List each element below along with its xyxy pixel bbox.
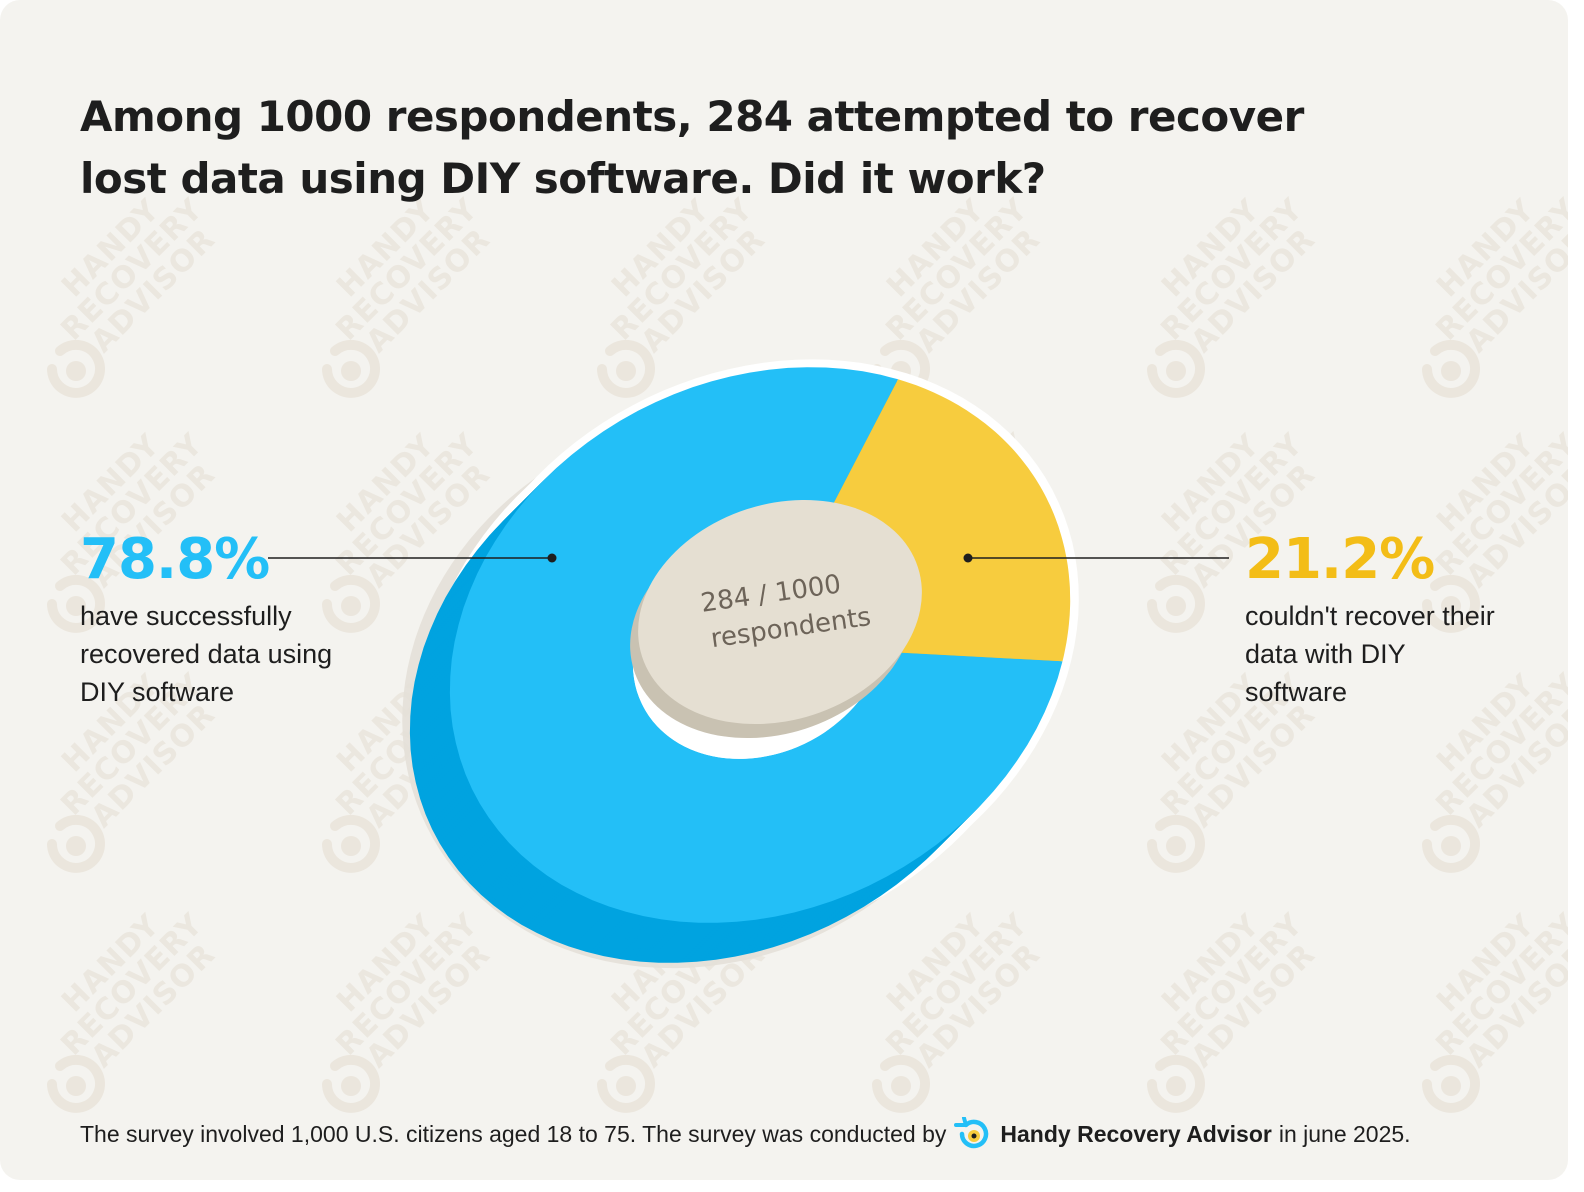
footer-prefix: The survey involved 1,000 U.S. citizens … [80, 1121, 947, 1147]
donut-slices [409, 359, 1079, 963]
handy-recovery-advisor-logo-icon [954, 1117, 989, 1149]
donut-chart: 284 / 1000 respondents [268, 359, 1229, 969]
center-disc [630, 499, 922, 759]
leader-dot-right [963, 553, 973, 563]
leader-dot-left [547, 553, 557, 563]
footer-brand: Handy Recovery Advisor [1000, 1121, 1272, 1147]
success-description: have successfully recovered data using D… [80, 601, 333, 707]
center-disc-top [638, 499, 922, 725]
chart-title: Among 1000 respondents, 284 attempted to… [80, 92, 1304, 203]
footer-note: The survey involved 1,000 U.S. citizens … [80, 1117, 1411, 1151]
failure-percentage: 21.2% [1245, 527, 1435, 592]
failure-description: couldn't recover their data with DIY sof… [1245, 601, 1495, 707]
failure-slice [816, 379, 1071, 662]
success-slice [449, 367, 1063, 923]
infographic-card: HANDY RECOVERY ADVISOR HANDY RECOVERY ADV… [0, 0, 1568, 1180]
footer-suffix: in june 2025. [1278, 1121, 1411, 1147]
success-percentage: 78.8% [80, 527, 270, 592]
